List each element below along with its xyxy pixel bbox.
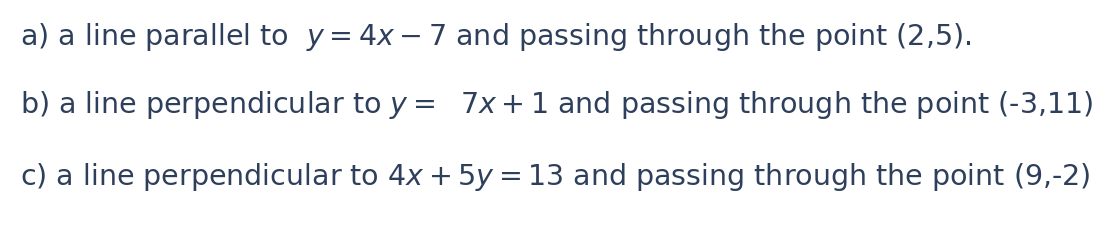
Text: c) a line perpendicular to $4x + 5y = 13$ and passing through the point (9,-2): c) a line perpendicular to $4x + 5y = 13… bbox=[20, 161, 1091, 192]
Text: b) a line perpendicular to $y =\ \ 7x + 1$ and passing through the point (-3,11): b) a line perpendicular to $y =\ \ 7x + … bbox=[20, 89, 1093, 120]
Text: a) a line parallel to  $y = 4x - 7$ and passing through the point (2,5).: a) a line parallel to $y = 4x - 7$ and p… bbox=[20, 21, 971, 53]
